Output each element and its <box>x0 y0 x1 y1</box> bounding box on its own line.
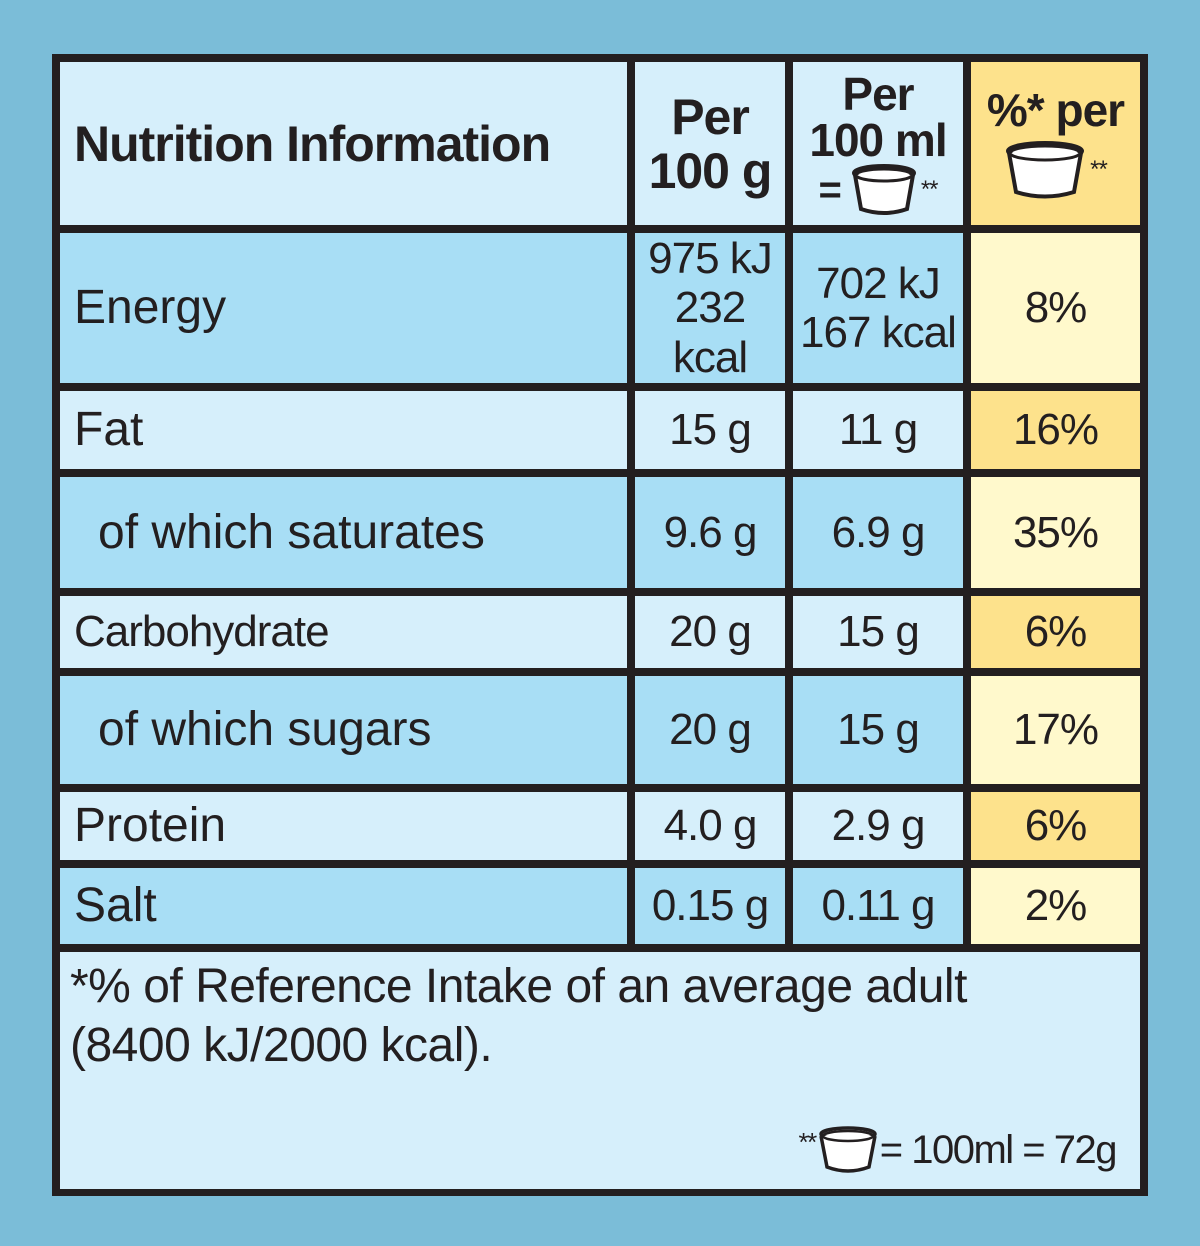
serving-size-text: = 100ml = 72g <box>879 1127 1118 1172</box>
table-title-text: Nutrition Information <box>74 115 551 172</box>
row-energy-per100g: 975 kJ 232 kcal <box>635 233 785 383</box>
row-salt-per100ml: 0.11 g <box>793 868 963 944</box>
tub-icon <box>1006 140 1085 198</box>
row-carbohydrate-per100ml: 15 g <box>793 596 963 668</box>
row-carbohydrate-per100g: 20 g <box>635 596 785 668</box>
header-stars: ** <box>920 175 939 203</box>
energy-kcal-100ml: 167 kcal <box>800 308 957 357</box>
tub-icon <box>851 163 916 215</box>
row-energy-per100ml: 702 kJ 167 kcal <box>793 233 963 383</box>
header-ri-tub-row: ** <box>1004 139 1108 201</box>
row-fat-per100g: 15 g <box>635 391 785 469</box>
footer-note-box: *% of Reference Intake of an average adu… <box>60 952 1140 1189</box>
row-carbohydrate-ri: 6% <box>971 596 1140 668</box>
row-sugars-ri: 17% <box>971 676 1140 784</box>
tub-icon <box>819 1126 877 1173</box>
row-saturates-per100g: 9.6 g <box>635 477 785 588</box>
header-per-100ml: Per 100 ml = ** <box>793 62 963 225</box>
header-per-100ml-line2: 100 ml <box>809 113 947 166</box>
row-carbohydrate-name: Carbohydrate <box>60 596 627 668</box>
energy-kj-100ml: 702 kJ <box>816 258 941 308</box>
row-protein-per100g: 4.0 g <box>635 792 785 860</box>
row-salt-name: Salt <box>60 868 627 944</box>
row-protein-per100ml: 2.9 g <box>793 792 963 860</box>
row-fat-per100ml: 11 g <box>793 391 963 469</box>
serving-size-note: ** = 100ml = 72g <box>798 1125 1118 1175</box>
row-fat-ri: 16% <box>971 391 1140 469</box>
header-per-100g: Per 100 g <box>635 62 785 225</box>
row-sugars-per100g: 20 g <box>635 676 785 784</box>
header-ri-stars: ** <box>1090 155 1108 183</box>
header-per-100ml-line1: Per <box>842 67 914 120</box>
row-sugars-name: of which sugars <box>60 676 627 784</box>
energy-kj-100g: 975 kJ <box>648 234 773 284</box>
row-salt-ri: 2% <box>971 868 1140 944</box>
serving-stars: ** <box>798 1127 818 1157</box>
row-protein-ri: 6% <box>971 792 1140 860</box>
row-salt-per100g: 0.15 g <box>635 868 785 944</box>
row-energy-name: Energy <box>60 233 627 383</box>
reference-intake-line1: *% of Reference Intake of an average adu… <box>70 960 967 1013</box>
row-saturates-per100ml: 6.9 g <box>793 477 963 588</box>
row-saturates-ri: 35% <box>971 477 1140 588</box>
row-energy-ri: 8% <box>971 233 1140 383</box>
header-per-100g-line2: 100 g <box>648 142 773 199</box>
row-sugars-per100ml: 15 g <box>793 676 963 784</box>
header-per-100g-line1: Per <box>671 88 750 145</box>
header-per-100ml-tub-row: = ** <box>818 163 939 217</box>
row-saturates-name: of which saturates <box>60 477 627 588</box>
reference-intake-note: *% of Reference Intake of an average adu… <box>70 958 1130 1075</box>
energy-kcal-100g: 232 kcal <box>672 283 748 382</box>
row-protein-name: Protein <box>60 792 627 860</box>
table-title: Nutrition Information <box>60 62 627 225</box>
reference-intake-line2: (8400 kJ/2000 kcal). <box>70 1018 493 1072</box>
equals-sign: = <box>818 167 841 212</box>
header-ri-line1: %* per <box>986 83 1125 136</box>
header-ri-per-tub: %* per ** <box>971 62 1140 225</box>
row-fat-name: Fat <box>60 391 627 469</box>
